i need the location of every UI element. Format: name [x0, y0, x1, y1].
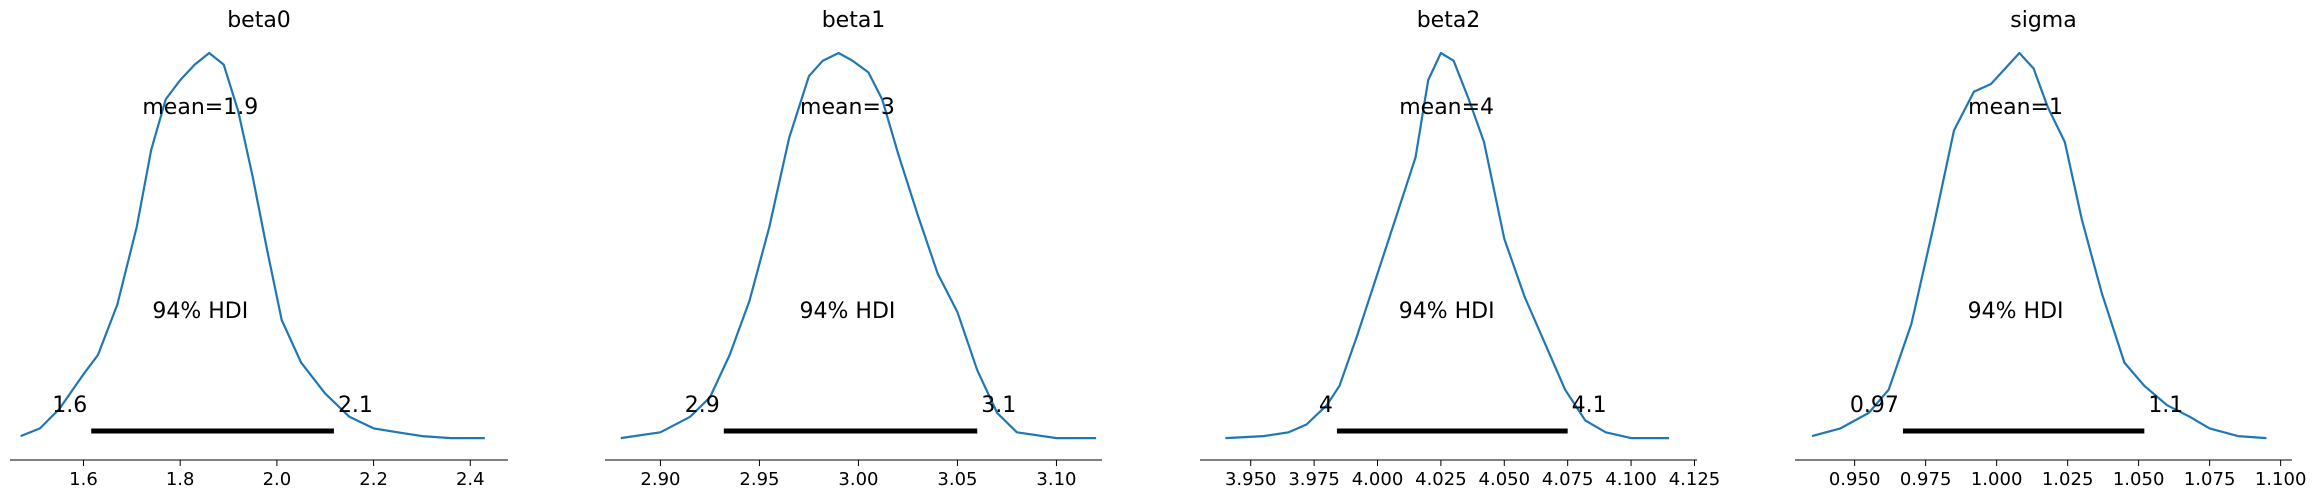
hdi-label: 94% HDI [800, 299, 896, 324]
hdi-high-label: 2.1 [338, 393, 373, 418]
x-tick-label: 2.90 [640, 469, 680, 490]
panel-title: sigma [2010, 8, 2076, 33]
x-tick-label: 3.975 [1288, 469, 1340, 490]
x-tick-label: 3.00 [838, 469, 878, 490]
panel-beta0: beta0 mean=1.9 94% HDI 1.6 2.1 1.6 1.8 2.0 2.2 2.… [10, 8, 508, 490]
panel-title: beta0 [227, 8, 291, 33]
hdi-high-label: 3.1 [981, 393, 1016, 418]
x-tick-label: 4.075 [1542, 469, 1594, 490]
x-tick-label: 4.025 [1415, 469, 1467, 490]
mean-label: mean=1 [1968, 95, 2063, 120]
x-tick-label: 1.000 [1971, 469, 2023, 490]
x-tick-label: 1.100 [2255, 469, 2307, 490]
hdi-low-label: 0.97 [1850, 393, 1899, 418]
hdi-label: 94% HDI [1399, 299, 1495, 324]
panel-title: beta2 [1417, 8, 1481, 33]
x-tick-label: 2.0 [263, 469, 292, 490]
mean-label: mean=3 [800, 95, 895, 120]
x-tick-label: 1.6 [69, 469, 98, 490]
density-curve [20, 51, 485, 440]
x-tick-label: 4.125 [1669, 469, 1721, 490]
hdi-low-label: 4 [1319, 393, 1333, 418]
x-tick-label: 1.8 [166, 469, 195, 490]
density-curve [1225, 51, 1670, 440]
x-tick-label: 2.2 [359, 469, 388, 490]
x-tick-label: 4.050 [1479, 469, 1531, 490]
x-tick-label: 4.100 [1605, 469, 1657, 490]
x-tick-label: 1.025 [2042, 469, 2094, 490]
hdi-high-label: 1.1 [2148, 393, 2183, 418]
x-tick-label: 3.10 [1036, 469, 1076, 490]
x-tick-label: 3.950 [1225, 469, 1277, 490]
hdi-label: 94% HDI [1968, 299, 2064, 324]
x-tick-label: 1.075 [2184, 469, 2236, 490]
hdi-high-label: 4.1 [1572, 393, 1607, 418]
x-tick-label: 0.950 [1829, 469, 1881, 490]
density-curve [620, 51, 1097, 440]
x-tick-label: 4.000 [1352, 469, 1404, 490]
x-tick-label: 3.05 [937, 469, 977, 490]
panel-sigma: sigma mean=1 94% HDI 0.97 1.1 0.950 0.975 1.000… [1795, 8, 2306, 490]
density-curve [1811, 51, 2267, 440]
hdi-low-label: 1.6 [52, 393, 87, 418]
x-tick-label: 0.975 [1900, 469, 1952, 490]
hdi-low-label: 2.9 [685, 393, 720, 418]
panel-beta2: beta2 mean=4 94% HDI 4 4.1 3.950 3.975 4.000 4.0… [1200, 8, 1720, 490]
x-tick-label: 2.4 [456, 469, 485, 490]
panel-title: beta1 [822, 8, 886, 33]
x-tick-label: 1.050 [2113, 469, 2165, 490]
x-tick-label: 2.95 [739, 469, 779, 490]
panel-beta1: beta1 mean=3 94% HDI 2.9 3.1 2.90 2.95 3.00 3.05… [605, 8, 1102, 490]
mean-label: mean=1.9 [142, 95, 258, 120]
mean-label: mean=4 [1399, 95, 1494, 120]
hdi-label: 94% HDI [152, 299, 248, 324]
